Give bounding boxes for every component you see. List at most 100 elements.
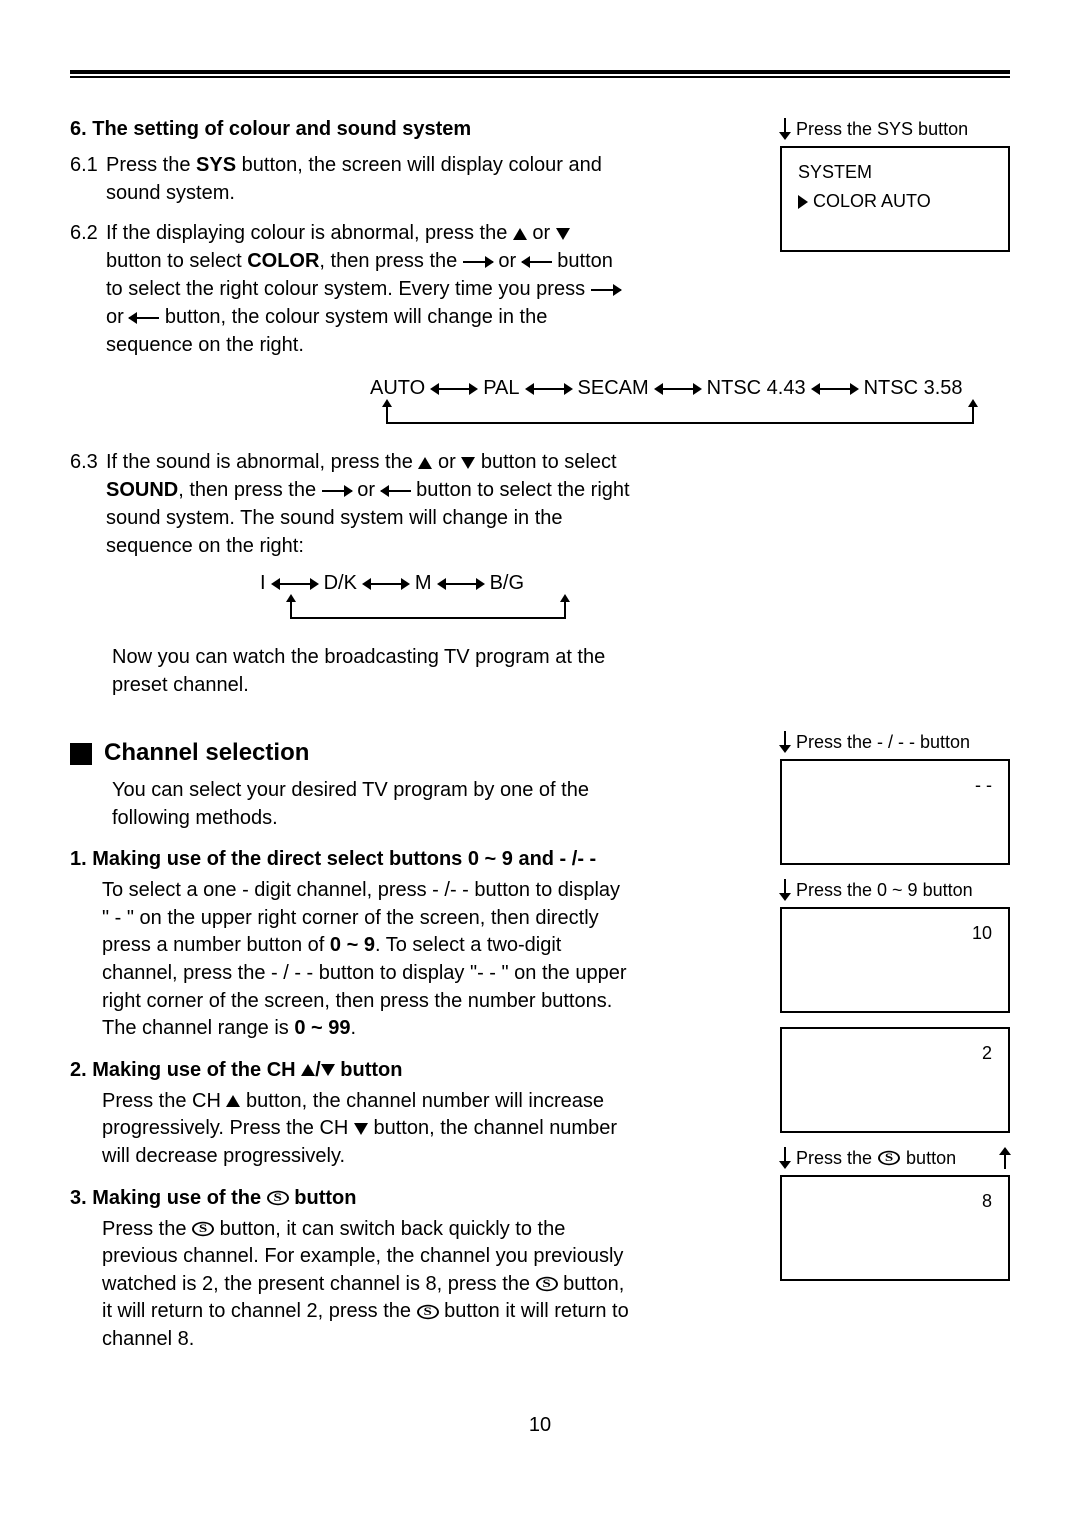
- sec6-title: 6. The setting of colour and sound syste…: [70, 118, 630, 141]
- channel-left: Channel selection You can select your de…: [70, 711, 630, 1354]
- double-arrow-icon: [363, 579, 409, 589]
- sec6-1: 6.1 Press the SYS button, the screen wil…: [70, 151, 630, 207]
- sound-seq-row: I D/K M B/G: [260, 572, 580, 595]
- box3-val: 2: [798, 1043, 992, 1064]
- t: or: [352, 479, 381, 501]
- arrow-left-icon: [381, 486, 411, 496]
- swap-caption: Press the S button: [780, 1147, 1010, 1169]
- right-col-sys: Press the SYS button SYSTEM COLOR AUTO: [780, 118, 1010, 266]
- arrow-right-icon: [322, 486, 352, 496]
- seq-node: SECAM: [578, 377, 649, 400]
- method3-title: 3. Making use of the S button: [70, 1187, 630, 1210]
- digit-box1: - -: [780, 759, 1010, 865]
- up-arrow-icon: [1000, 1147, 1010, 1169]
- swap-cap-a: Press the: [796, 1148, 872, 1169]
- triangle-right-icon: [798, 195, 808, 209]
- triangle-down-icon: [321, 1064, 335, 1076]
- t: COLOR: [247, 250, 319, 272]
- t: If the displaying colour is abnormal, pr…: [106, 222, 513, 244]
- down-arrow-icon: [780, 731, 790, 753]
- arrow-right-icon: [463, 257, 493, 267]
- sec6-3: 6.3 If the sound is abnormal, press the …: [70, 448, 630, 560]
- digit-box3: 2: [780, 1027, 1010, 1133]
- top-rule: [70, 70, 1010, 78]
- box1-val: - -: [798, 775, 992, 796]
- t: button to select: [106, 250, 247, 272]
- sec6-note: Now you can watch the broadcasting TV pr…: [112, 643, 612, 699]
- t: or: [432, 451, 461, 473]
- t: or: [527, 222, 556, 244]
- sys-caption: Press the SYS button: [780, 118, 1010, 140]
- num-caption: Press the 0 ~ 9 button: [780, 879, 1010, 901]
- sec6-2-num: 6.2: [70, 219, 106, 359]
- t: or: [106, 306, 129, 328]
- t: 3. Making use of the: [70, 1187, 267, 1209]
- down-arrow-icon: [780, 879, 790, 901]
- sec6-left: 6. The setting of colour and sound syste…: [70, 118, 630, 371]
- colour-seq-row: AUTO PAL SECAM NTSC 4.43 NTSC 3.58: [370, 377, 1010, 400]
- channel-heading-row: Channel selection: [70, 739, 630, 767]
- t: , then press the: [178, 479, 321, 501]
- t: button to select: [475, 451, 616, 473]
- sec6-1-num: 6.1: [70, 151, 106, 207]
- double-arrow-icon: [431, 384, 477, 394]
- t: If the sound is abnormal, press the: [106, 451, 418, 473]
- double-arrow-icon: [526, 384, 572, 394]
- t: .: [351, 1017, 357, 1039]
- t: SOUND: [106, 479, 178, 501]
- double-arrow-icon: [272, 579, 318, 589]
- sys-caption-text: Press the SYS button: [796, 119, 968, 140]
- arrow-left-icon: [522, 257, 552, 267]
- digit-caption: Press the - / - - button: [780, 731, 1010, 753]
- seq-node: B/G: [490, 572, 524, 595]
- system-line2-text: COLOR AUTO: [813, 191, 931, 211]
- right-col-channels: Press the - / - - button - - Press the 0…: [780, 731, 1010, 1295]
- system-line2: COLOR AUTO: [798, 191, 992, 212]
- triangle-up-icon: [226, 1095, 240, 1107]
- t: Press the CH: [102, 1090, 226, 1112]
- method2-body: Press the CH button, the channel number …: [102, 1088, 630, 1171]
- page-number: 10: [70, 1414, 1010, 1437]
- colour-sequence: AUTO PAL SECAM NTSC 4.43 NTSC 3.58: [370, 377, 1010, 436]
- double-arrow-icon: [438, 579, 484, 589]
- t: , then press the: [319, 250, 462, 272]
- system-screen-box: SYSTEM COLOR AUTO: [780, 146, 1010, 252]
- triangle-down-icon: [461, 457, 475, 469]
- swap-cap-b: button: [906, 1148, 956, 1169]
- square-bullet-icon: [70, 743, 92, 765]
- sec6-2-body: If the displaying colour is abnormal, pr…: [106, 219, 630, 359]
- arrow-right-icon: [591, 285, 621, 295]
- triangle-up-icon: [418, 457, 432, 469]
- system-line1: SYSTEM: [798, 162, 992, 183]
- sec6-3-num: 6.3: [70, 448, 106, 560]
- seq-loop: [386, 402, 974, 436]
- method3-body: Press the S button, it can switch back q…: [102, 1216, 630, 1354]
- sec6-1-body: Press the SYS button, the screen will di…: [106, 151, 630, 207]
- t: SYS: [196, 154, 236, 176]
- swap-icon: S: [192, 1222, 214, 1236]
- triangle-down-icon: [556, 228, 570, 240]
- swap-icon: S: [267, 1191, 289, 1205]
- seq-loop2: [290, 597, 566, 631]
- swap-icon: S: [878, 1151, 900, 1165]
- sec6-2: 6.2 If the displaying colour is abnormal…: [70, 219, 630, 359]
- triangle-down-icon: [354, 1123, 368, 1135]
- t: 0 ~ 9: [330, 934, 375, 956]
- double-arrow-icon: [812, 384, 858, 394]
- seq-node: NTSC 4.43: [707, 377, 806, 400]
- t: 0 ~ 99: [294, 1017, 350, 1039]
- down-arrow-icon: [780, 1147, 790, 1169]
- seq-node: PAL: [483, 377, 519, 400]
- seq-node: M: [415, 572, 432, 595]
- digit-box2: 10: [780, 907, 1010, 1013]
- digit-box4: 8: [780, 1175, 1010, 1281]
- swap-icon: S: [417, 1305, 439, 1319]
- seq-node: D/K: [324, 572, 357, 595]
- swap-icon: S: [536, 1277, 558, 1291]
- method1-body: To select a one - digit channel, press -…: [102, 877, 630, 1043]
- t: or: [493, 250, 522, 272]
- down-arrow-icon: [780, 118, 790, 140]
- box2-val: 10: [798, 923, 992, 944]
- digit-caption-text: Press the - / - - button: [796, 732, 970, 753]
- t: button: [335, 1059, 403, 1081]
